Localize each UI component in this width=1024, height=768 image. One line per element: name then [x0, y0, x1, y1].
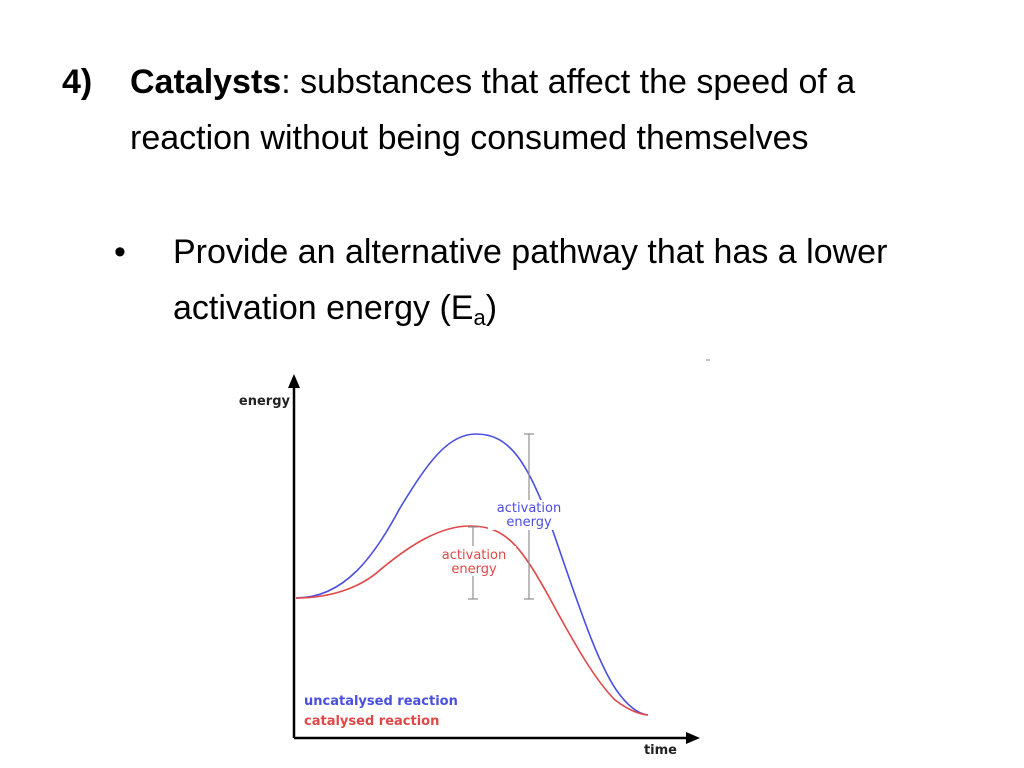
uncatalysed-activation-energy-bracket [524, 433, 534, 600]
uncatalysed-activation-label-line1: activation [497, 501, 561, 516]
legend-catalysed: catalysed reaction [304, 714, 439, 729]
catalysed-curve [295, 525, 649, 716]
annotation-background [432, 546, 516, 576]
catalysed-activation-label-line1: activation [442, 548, 506, 563]
bullet-icon: • [114, 233, 126, 271]
uncatalysed-curve [295, 433, 649, 716]
bullet-subscript: a [473, 305, 486, 330]
annotation-background [488, 500, 570, 530]
list-number: 4) [62, 63, 93, 101]
catalyst-term: Catalysts [130, 63, 282, 101]
definition-text: : substances that affect the speed of a … [130, 63, 856, 157]
catalysed-activation-energy-bracket [468, 526, 478, 600]
catalysed-activation-label-line2: energy [451, 562, 497, 577]
y-axis-arrow-icon [288, 374, 300, 388]
legend-uncatalysed: uncatalysed reaction [304, 694, 458, 709]
bullet-text-end: ) [485, 289, 498, 327]
bullet-text: Provide an alternative pathway that has … [173, 233, 888, 327]
x-axis-arrow-icon [686, 732, 700, 744]
catalyst-definition: Catalysts: substances that affect the sp… [130, 54, 930, 166]
uncatalysed-activation-label-line2: energy [506, 515, 552, 530]
bullet-point: Provide an alternative pathway that has … [173, 224, 963, 336]
x-axis-label: time [644, 743, 677, 758]
y-axis-label: energy [239, 394, 291, 409]
